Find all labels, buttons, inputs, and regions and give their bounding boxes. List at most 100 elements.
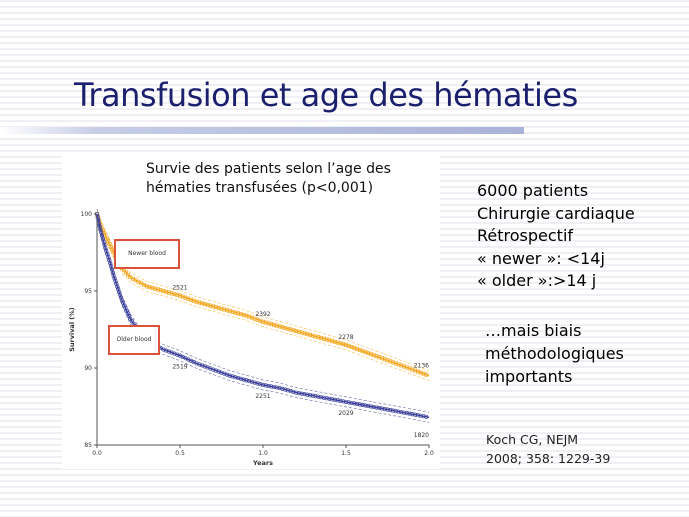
newer-censor-mark	[291, 328, 296, 333]
newer-censor-mark	[371, 353, 376, 358]
older-censor-mark	[249, 379, 254, 384]
older-censor-mark	[258, 382, 263, 387]
older-censor-mark	[324, 396, 329, 401]
older-censor-mark	[283, 387, 288, 392]
info-newer-definition: « newer »: <14j	[477, 248, 605, 268]
older-censor-mark	[363, 403, 368, 408]
older-censor-mark	[247, 379, 252, 384]
newer-censor-mark	[211, 304, 216, 309]
newer-censor-mark	[164, 289, 169, 294]
newer-censor-mark	[124, 270, 129, 275]
newer-censor-mark	[374, 354, 379, 359]
older-censor-mark	[390, 408, 396, 413]
y-axis-label: Survival (%)	[68, 307, 76, 352]
newer-censor-mark	[150, 285, 155, 290]
newer-censor-mark	[360, 349, 365, 354]
newer-censor-mark	[219, 306, 224, 311]
newer-censor-mark	[338, 341, 343, 346]
bias-line: méthodologiques	[485, 344, 624, 363]
newer-censor-mark	[355, 347, 360, 351]
older-at-risk-label: 2519	[172, 364, 187, 371]
older-censor-mark	[330, 397, 335, 402]
y-tick-label: 85	[84, 442, 92, 449]
newer-censor-mark	[316, 335, 321, 340]
older-censor-mark	[418, 413, 423, 418]
chart-caption-line: Survie des patients selon l’age des	[146, 161, 391, 177]
newer-censor-mark	[180, 294, 185, 299]
older-censor-mark	[294, 390, 299, 395]
older-censor-mark	[385, 407, 390, 412]
newer-censor-mark	[327, 338, 332, 343]
older-censor-mark	[402, 410, 407, 415]
newer-censor-mark	[341, 342, 346, 347]
newer-censor-mark	[194, 299, 199, 304]
older-censor-mark	[343, 399, 349, 404]
newer-censor-mark	[324, 337, 329, 342]
older-censor-mark	[260, 382, 266, 387]
newer-censor-mark	[247, 314, 252, 319]
info-design: Rétrospectif	[477, 226, 574, 245]
newer-censor-mark	[230, 309, 235, 314]
newer-censor-mark	[357, 348, 362, 352]
newer-censor-mark	[155, 287, 160, 292]
newer-at-risk-label: 2136	[414, 363, 429, 370]
newer-censor-mark	[222, 307, 227, 312]
newer-at-risk-label: 2521	[172, 285, 187, 292]
x-tick-label: 1.0	[258, 450, 268, 457]
older-censor-mark	[332, 397, 337, 402]
newer-censor-mark	[178, 293, 182, 298]
newer-censor-mark	[418, 370, 423, 375]
newer-blood-label-box: Newer blood	[114, 239, 180, 269]
newer-censor-mark	[402, 364, 407, 369]
newer-censor-mark	[302, 331, 307, 336]
older-censor-mark	[382, 407, 387, 412]
x-axis-label: Years	[252, 459, 273, 467]
older-censor-mark	[274, 385, 279, 390]
older-censor-mark	[341, 399, 346, 404]
newer-censor-mark	[175, 292, 180, 297]
info-surgery: Chirurgie cardiaque	[477, 203, 635, 223]
reference-line: 2008; 358: 1229-39	[486, 451, 611, 466]
newer-censor-mark	[391, 360, 395, 365]
older-censor-mark	[371, 404, 376, 410]
older-censor-mark	[118, 295, 124, 300]
older-censor-mark	[399, 410, 404, 415]
older-ci-lower	[96, 218, 430, 423]
newer-censor-mark	[258, 318, 263, 323]
older-censor-mark	[263, 383, 268, 388]
older-censor-mark	[291, 389, 296, 394]
older-censor-mark	[236, 375, 241, 381]
info-older-definition: « older »:>14 j	[477, 271, 597, 290]
older-censor-mark	[230, 374, 235, 379]
older-censor-mark	[113, 279, 118, 284]
newer-censor-mark	[263, 320, 268, 325]
newer-censor-mark	[126, 272, 131, 277]
older-censor-mark	[410, 412, 415, 417]
newer-censor-mark	[363, 350, 368, 355]
older-censor-mark	[335, 398, 340, 403]
reference-line: Koch CG, NEJM	[486, 432, 579, 447]
newer-censor-mark	[396, 362, 401, 367]
newer-censor-mark	[344, 342, 348, 347]
newer-censor-mark	[200, 301, 205, 306]
newer-censor-mark	[144, 284, 149, 289]
x-tick-label: 0.0	[92, 450, 102, 457]
newer-censor-mark	[272, 322, 277, 327]
older-censor-mark	[338, 398, 343, 403]
slide-title: Transfusion et age des hématies	[74, 76, 578, 114]
older-censor-mark	[357, 402, 362, 407]
older-censor-mark	[272, 384, 277, 390]
newer-censor-mark	[249, 315, 254, 320]
newer-ci-upper	[96, 208, 430, 371]
newer-censor-mark	[299, 330, 304, 335]
newer-censor-mark	[269, 322, 274, 327]
older-censor-mark	[117, 289, 122, 295]
newer-censor-mark	[197, 300, 202, 305]
older-censor-mark	[111, 273, 116, 278]
survival-figure: 85 90 95 100 0.0 0.5 1.0 1.5 2.0 Years Survival (%…	[62, 152, 440, 469]
newer-at-risk-label: 2392	[255, 311, 270, 318]
older-censor-mark	[255, 381, 260, 386]
newer-censor-mark	[313, 334, 318, 339]
reference: Koch CG, NEJM 2008; 358: 1229-39	[486, 430, 610, 468]
newer-censor-mark	[153, 286, 158, 291]
